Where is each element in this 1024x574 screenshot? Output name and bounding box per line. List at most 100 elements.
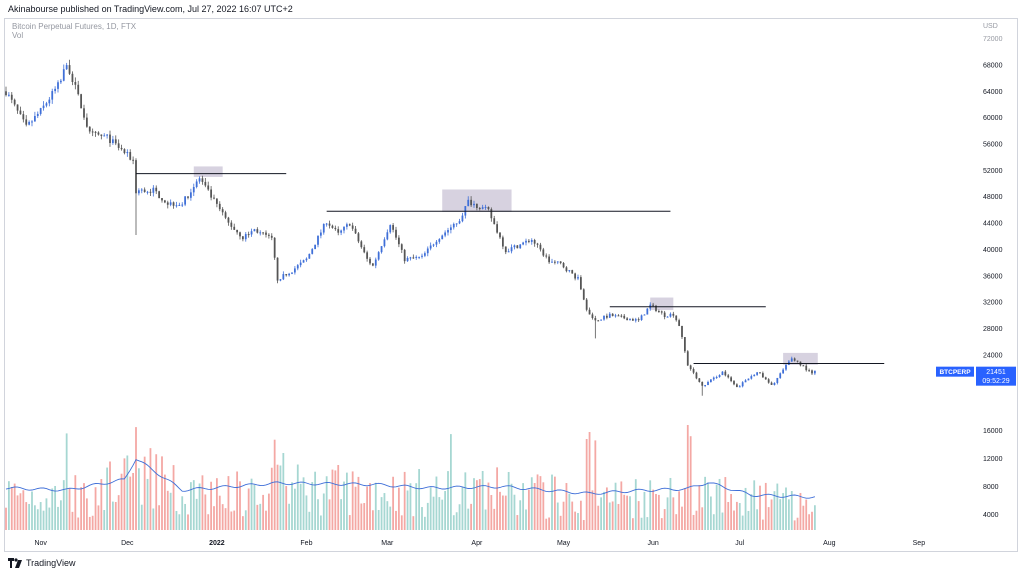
candle-body [386,232,389,240]
volume-bar [386,501,389,530]
candle-body [33,116,36,122]
volume-bar [374,482,377,530]
volume-bar [106,467,109,530]
candle-body [345,224,348,227]
volume-bar [328,499,331,530]
candle-body [392,225,395,230]
volume-bar [204,494,207,530]
candle-body [426,248,429,254]
candle-body [776,377,779,383]
candle-body [166,202,169,205]
volume-bar [331,469,334,530]
volume-bar [452,515,455,530]
candle-body [178,204,181,206]
candle-body [71,73,74,83]
candle-body [230,222,233,227]
volume-bar [213,506,215,530]
candle-body [761,373,764,378]
candle-body [715,377,718,379]
candle-body [519,244,522,249]
volume-bar [132,472,135,530]
volume-bar [189,482,192,530]
volume-bar [637,501,640,530]
volume-bar [709,496,712,530]
volume-bar [210,481,213,530]
candle-body [536,243,539,245]
candle-body [293,268,296,273]
volume-bar [418,469,421,530]
candle-body [689,365,692,370]
candle-body [120,147,123,150]
time-tick-label: Apr [471,540,483,547]
candle-body [94,131,97,133]
volume-bar [551,474,553,530]
candle-body [574,273,577,279]
time-tick-label: Jul [735,540,744,547]
candle-body [250,231,253,235]
volume-bar [85,498,88,530]
volume-bar [525,509,527,530]
volume-legend[interactable]: Vol [12,31,24,40]
volume-bar [195,498,198,530]
volume-bar [733,510,735,530]
horizontal-levels [136,173,885,364]
candle-body [681,325,683,338]
candle-body [421,255,423,257]
volume-bar [721,512,724,530]
volume-bar [490,495,493,530]
volume-bar [74,475,77,530]
candle-body [741,382,744,387]
candle-body [461,215,464,222]
candle-body [357,233,360,242]
candle-body [663,312,666,317]
candle-body [542,249,545,256]
candle-body [218,203,221,210]
volume-bar [371,510,374,530]
volume-bar [123,458,126,530]
volume-bar [221,504,224,530]
volume-bar [698,485,701,530]
volume-bar [655,493,657,530]
volume-bar [369,483,371,530]
candle-body [701,381,704,386]
brand-name: TradingView [26,558,76,568]
volume-bar [527,489,530,530]
candle-body [522,242,525,245]
candle-body [169,202,172,205]
volume-bar [94,487,97,530]
candle-body [198,178,201,182]
candle-body [36,113,39,117]
volume-bar [103,510,106,530]
time-tick-label: Sep [913,540,926,547]
volume-bar [493,508,496,530]
volume-bar [322,493,325,530]
volume-bar [631,518,634,530]
volume-bar [464,472,467,530]
volume-bar [753,480,756,530]
candle-body [129,152,132,160]
candle-body [123,149,126,154]
volume-bar [579,500,582,530]
volume-bar [562,501,565,530]
volume-bar [19,493,22,530]
volume-bar [501,495,504,530]
candle-body [340,230,343,233]
volume-bar [397,487,400,530]
symbol-legend[interactable]: Bitcoin Perpetual Futures, 1D, FTX [12,22,137,31]
footer[interactable]: TradingView [8,558,76,568]
axes: USD 72000 68000 64000 60000 56000 52000 48000 44… [34,23,1016,547]
volume-bar [291,482,293,530]
volume-bar [611,501,614,530]
candle-body [738,386,741,388]
volume-bar [97,505,100,530]
volume-bar [5,507,7,530]
candle-body [646,308,649,315]
volume-bar [730,494,733,530]
candle-body [626,318,629,321]
volume-bar [484,509,487,530]
volume-bar [184,503,187,530]
candle-body [793,358,796,361]
volume-bar [337,465,340,530]
volume-bar [172,465,175,530]
